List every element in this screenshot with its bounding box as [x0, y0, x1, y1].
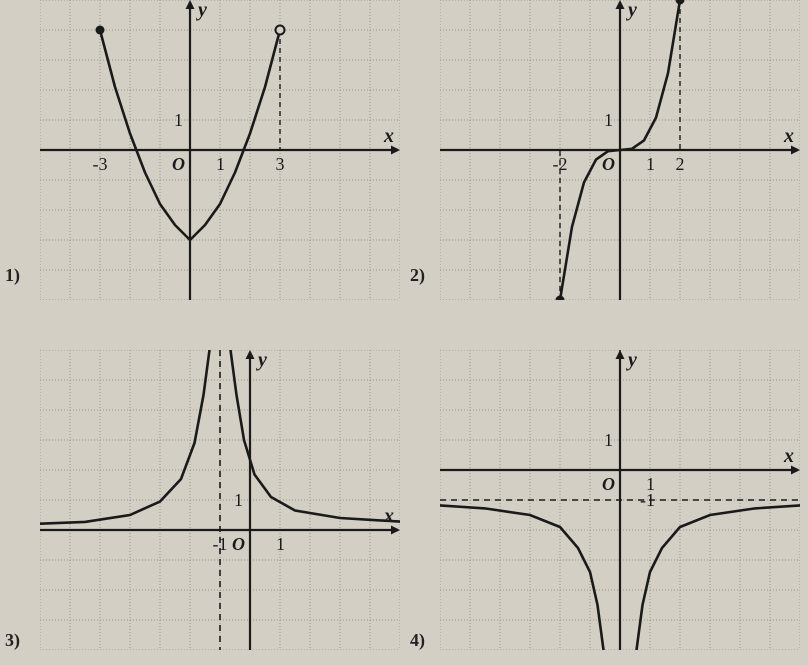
x-label: x [383, 505, 394, 527]
x-tick-label: -1 [213, 534, 228, 554]
unit-x-label: 1 [216, 154, 225, 174]
unit-y-label: 1 [604, 110, 613, 130]
chart-3: y x O 1 1 -1 [40, 350, 400, 650]
x-label: x [783, 125, 794, 147]
curve-right [637, 505, 801, 650]
x-tick-label: 3 [276, 154, 285, 174]
unit-y-label: 1 [234, 490, 243, 510]
chart-number-label-4: 4) [410, 630, 425, 651]
x-label: x [383, 125, 394, 147]
unit-x-label: 1 [276, 534, 285, 554]
chart-2: y x O 1 1 -2 2 [440, 0, 800, 300]
y-label: y [196, 0, 207, 21]
unit-y-label: 1 [174, 110, 183, 130]
y-axis-arrow [186, 0, 195, 9]
chart-wrap-1: y x O 1 1 -3 3 [40, 0, 400, 305]
curve-left [40, 350, 210, 524]
unit-y-label: 1 [604, 430, 613, 450]
chart-number-label-1: 1) [5, 265, 20, 286]
chart-wrap-4: yxO11-1 [440, 350, 800, 655]
origin-label: O [232, 534, 245, 554]
y-label: y [256, 350, 267, 371]
unit-x-label: 1 [646, 154, 655, 174]
chart-4: yxO11-1 [440, 350, 800, 650]
y-tick-label: -1 [640, 490, 655, 510]
endpoint-closed [676, 0, 685, 5]
x-label: x [783, 445, 794, 467]
y-label: y [626, 350, 637, 371]
endpoint-closed [556, 296, 565, 301]
chart-wrap-3: y x O 1 1 -1 [40, 350, 400, 655]
chart-number-label-2: 2) [410, 265, 425, 286]
x-tick-label: -2 [553, 154, 568, 174]
endpoint-open [276, 26, 285, 35]
origin-label: O [602, 474, 615, 494]
origin-label: O [602, 154, 615, 174]
origin-label: O [172, 154, 185, 174]
y-axis-arrow [616, 0, 625, 9]
y-axis-arrow [246, 350, 255, 359]
chart-1: y x O 1 1 -3 3 [40, 0, 400, 300]
chart-wrap-2: y x O 1 1 -2 2 [440, 0, 800, 305]
x-tick-label: 2 [676, 154, 685, 174]
y-label: y [626, 0, 637, 21]
y-axis-arrow [616, 350, 625, 359]
endpoint-closed [96, 26, 105, 35]
chart-number-label-3: 3) [5, 630, 20, 651]
curve-left [440, 505, 604, 650]
curve-right [231, 350, 401, 522]
x-tick-label: -3 [93, 154, 108, 174]
